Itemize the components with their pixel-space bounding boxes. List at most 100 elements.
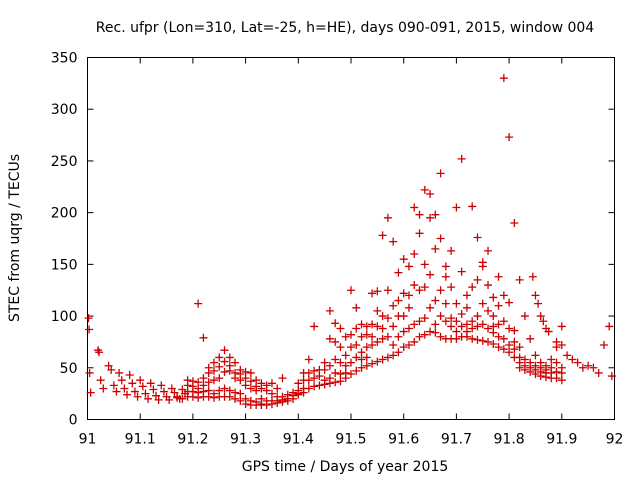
data-point — [457, 322, 466, 331]
data-point — [352, 366, 361, 375]
data-point — [420, 314, 429, 323]
y-tick-label: 150 — [51, 257, 78, 273]
data-point — [589, 363, 598, 372]
data-point — [505, 133, 514, 142]
data-point — [452, 327, 461, 336]
data-point — [146, 379, 155, 388]
data-point — [294, 390, 303, 399]
data-point — [447, 314, 456, 323]
data-point — [389, 351, 398, 360]
data-point — [273, 384, 282, 393]
data-point — [347, 330, 355, 339]
data-point — [515, 363, 524, 372]
data-point — [389, 301, 398, 310]
data-point — [605, 322, 614, 331]
data-point — [415, 317, 424, 326]
data-point — [273, 398, 282, 407]
data-point — [594, 368, 603, 377]
data-point — [568, 355, 577, 364]
data-point — [404, 291, 413, 300]
data-point — [325, 379, 334, 388]
data-point — [557, 376, 566, 385]
chart-title: Rec. ufpr (Lon=310, Lat=-25, h=HE), days… — [96, 20, 595, 36]
data-point — [441, 262, 450, 271]
data-point — [452, 334, 461, 343]
data-point — [347, 343, 355, 352]
data-point — [484, 281, 493, 290]
data-point — [241, 381, 250, 390]
data-point — [310, 382, 319, 391]
data-point — [410, 281, 419, 290]
data-point — [578, 363, 587, 372]
data-point — [420, 260, 429, 269]
data-point — [357, 363, 366, 372]
data-point — [231, 374, 240, 383]
data-point — [441, 272, 450, 281]
data-point — [415, 332, 424, 341]
data-point — [505, 341, 514, 350]
x-tick-label: 91.6 — [388, 432, 419, 448]
data-point — [431, 244, 440, 253]
data-point — [85, 368, 94, 377]
data-point — [209, 366, 218, 375]
data-point — [373, 337, 382, 346]
data-point — [531, 351, 540, 360]
data-point — [399, 312, 408, 321]
data-point — [499, 291, 508, 300]
data-point — [215, 353, 224, 362]
data-point — [447, 246, 456, 255]
data-point — [262, 401, 271, 410]
data-point — [410, 203, 419, 212]
data-point — [341, 361, 350, 370]
data-point — [362, 322, 371, 331]
data-point — [304, 355, 313, 364]
data-point — [236, 389, 245, 398]
data-point — [267, 399, 276, 408]
data-point — [531, 369, 540, 378]
x-tick-label: 91.4 — [283, 432, 314, 448]
data-point — [378, 231, 387, 240]
data-point — [478, 336, 487, 345]
data-point — [220, 384, 229, 393]
data-point — [267, 379, 276, 388]
data-point — [144, 394, 153, 403]
data-point — [194, 299, 203, 308]
data-point — [489, 339, 498, 348]
data-point — [178, 385, 187, 394]
data-point — [510, 337, 519, 346]
data-point — [310, 374, 319, 383]
data-point — [267, 389, 276, 398]
data-point — [347, 369, 355, 378]
data-point — [152, 391, 161, 400]
data-point — [167, 384, 176, 393]
data-point — [304, 368, 313, 377]
data-point — [257, 384, 266, 393]
data-point — [399, 327, 408, 336]
data-point — [278, 397, 287, 406]
data-point — [389, 237, 398, 246]
data-point — [431, 328, 440, 337]
data-point — [283, 396, 292, 405]
data-point — [368, 359, 377, 368]
data-point — [452, 317, 461, 326]
data-point — [468, 334, 477, 343]
data-point — [310, 366, 319, 375]
data-point — [420, 330, 429, 339]
data-point — [468, 324, 477, 333]
data-point — [368, 332, 377, 341]
data-point — [394, 268, 403, 277]
data-point — [457, 154, 466, 163]
data-point — [331, 378, 340, 387]
x-axis-label: GPS time / Days of year 2015 — [242, 459, 449, 475]
data-point — [426, 190, 435, 199]
data-point — [383, 353, 392, 362]
data-point — [410, 250, 419, 259]
data-point — [534, 299, 543, 308]
data-point — [436, 169, 445, 178]
data-point — [505, 348, 514, 357]
data-point — [441, 317, 450, 326]
data-point — [383, 314, 392, 323]
data-point — [115, 368, 124, 377]
